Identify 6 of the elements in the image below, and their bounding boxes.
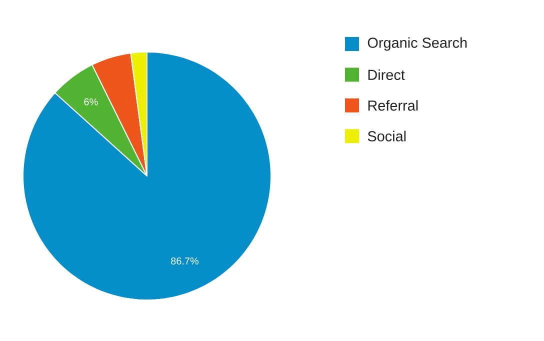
data-label: 6% (84, 98, 98, 106)
legend-label: Social (368, 130, 406, 142)
legend-label: Organic Search (368, 37, 467, 51)
legend-label: Direct (368, 69, 405, 80)
data-label: 86.7% (171, 257, 199, 265)
legend-label: Referral (368, 100, 418, 111)
